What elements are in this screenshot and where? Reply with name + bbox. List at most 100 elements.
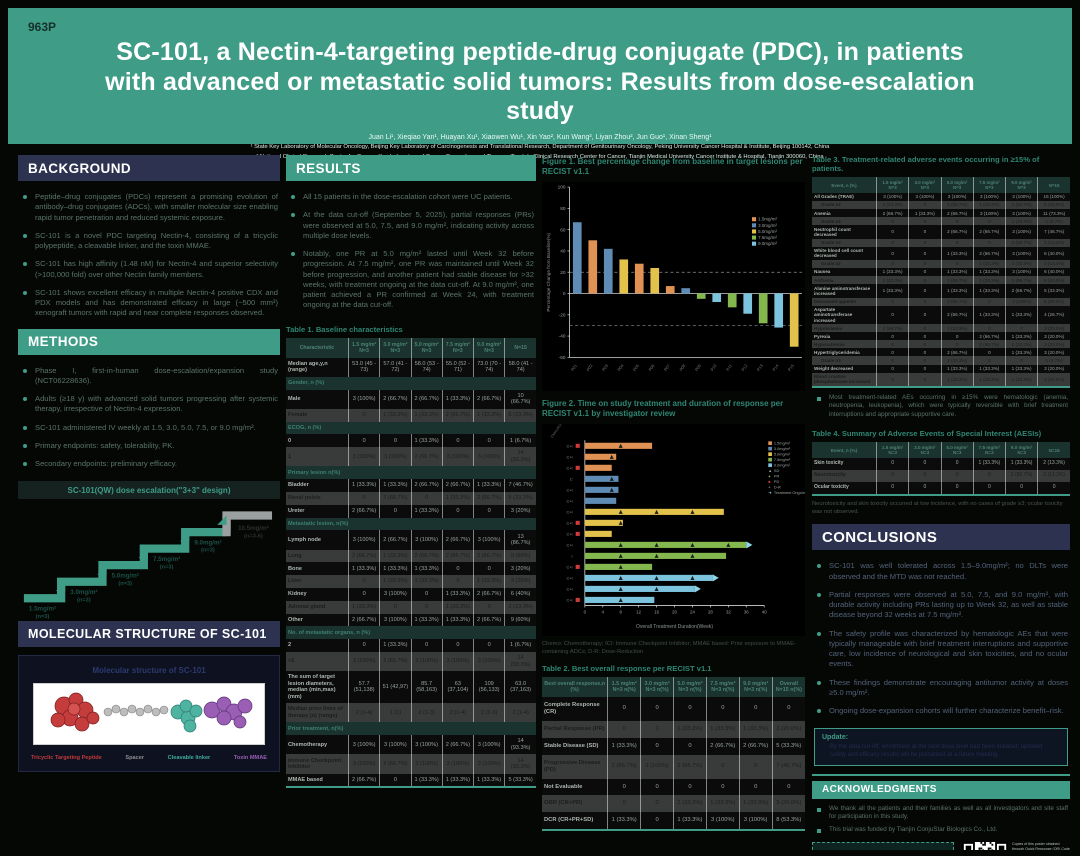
svg-text:P13: P13 bbox=[756, 362, 765, 371]
svg-text:P12: P12 bbox=[740, 362, 749, 371]
svg-text:●: ● bbox=[768, 473, 770, 478]
data-table: Event, n (%) 1.5 mg/m² N=3 3.0 mg/m² N=3 5.… bbox=[812, 442, 1070, 496]
table-row: Lymph node 3 (100%) 2 (66.7%) 3 (100%) 2 (66… bbox=[286, 530, 536, 550]
bullet-item: SC-101 administered IV weekly at 1.5, 3.… bbox=[22, 423, 278, 433]
table-row: Male 3 (100%) 2 (66.7%) 2 (66.7%) 1 (33.3%) 2… bbox=[286, 389, 536, 409]
svg-text:P04: P04 bbox=[616, 362, 625, 371]
dose-escalation-title: SC-101(QW) dose escalation("3+3" design) bbox=[18, 481, 280, 500]
figure1-title: Figure 1. Best percentage change from ba… bbox=[542, 157, 803, 177]
svg-text:7.5mg/m²: 7.5mg/m² bbox=[774, 456, 791, 461]
table-row: Gender, n (%) bbox=[286, 376, 536, 390]
svg-text:C+I: C+I bbox=[566, 509, 572, 514]
table-row: ECOG, n (%) bbox=[286, 421, 536, 435]
table-row: Grade ≥3 0 0 1 (33.3%) 0 0 1 (6.7%) bbox=[812, 356, 1070, 365]
svg-text:3.0mg/m²: 3.0mg/m² bbox=[70, 589, 97, 596]
table-row: Immune Checkpoint inhibitor 3 (100%) 2 (66… bbox=[286, 754, 536, 774]
table4: Event, n (%) 1.5 mg/m² N=3 3.0 mg/m² N=3 5.… bbox=[812, 442, 1070, 496]
table-row: Blood creatine phosphokinase increased 0 0… bbox=[812, 372, 1070, 387]
bullet-item: Phase I, first-in-human dose-escalation/… bbox=[22, 366, 278, 387]
svg-text:60: 60 bbox=[560, 227, 566, 232]
methods-bullets: Phase I, first-in-human dose-escalation/… bbox=[22, 366, 278, 478]
svg-text:■: ■ bbox=[768, 478, 771, 483]
svg-text:36: 36 bbox=[744, 609, 749, 614]
table-row: Skin toxicity 0 0 0 1 (33.3%) 1 (33.3%) 2 (13.… bbox=[812, 458, 1070, 471]
table-row: Primary lesion n(%) bbox=[286, 466, 536, 480]
molecule-label: Tricyclic Targeting Peptide bbox=[31, 755, 102, 762]
table-row: Grade ≥3 0 0 0 0 2 (66.7%) 2 (13.3%) bbox=[812, 238, 1070, 247]
svg-text:7.5mg/m²: 7.5mg/m² bbox=[758, 235, 777, 240]
bullet-item: SC-101 has high affinity (1.48 nM) for N… bbox=[22, 259, 278, 280]
svg-text:20: 20 bbox=[560, 270, 566, 275]
update-box: Update: By the data cut-off, enrollment … bbox=[814, 728, 1068, 766]
svg-text:40: 40 bbox=[560, 248, 566, 253]
table-row: White blood cell count decreased 0 0 1 (33.… bbox=[812, 246, 1070, 260]
table-row: Liver 0 1 (33.3%) 1 (33.3%) 0 1 (33.3%) 3 (20%… bbox=[286, 575, 536, 588]
svg-text:1.5mg/m²: 1.5mg/m² bbox=[774, 440, 791, 445]
figure2-footnote: Chemo: Chemotherapy; ICI: Immune Checkpo… bbox=[542, 640, 796, 655]
svg-text:(n=3): (n=3) bbox=[77, 598, 91, 604]
svg-text:(n=3): (n=3) bbox=[118, 581, 132, 587]
poster-header: 963P SC-101, a Nectin-4-targeting peptid… bbox=[8, 8, 1072, 160]
svg-text:P02: P02 bbox=[585, 362, 594, 371]
table-row: Ocular toxicity 0 0 0 0 0 0 bbox=[812, 481, 1070, 495]
svg-text:C+I: C+I bbox=[566, 575, 572, 580]
table-row: Bladder 1 (33.3%) 1 (33.3%) 2 (66.7%) 2 (66.… bbox=[286, 479, 536, 492]
svg-text:20: 20 bbox=[672, 609, 677, 614]
table-row: Asthenia 1 (33.3%) 0 2 (66.7%) 1 (33.3%) 2 (6… bbox=[812, 276, 1070, 285]
bullet-item: Most treatment-related AEs occurring in … bbox=[816, 394, 1068, 420]
table4-title: Table 4. Summary of Adverse Events of Sp… bbox=[812, 429, 1042, 439]
svg-text:28: 28 bbox=[708, 609, 713, 614]
svg-text:▲: ▲ bbox=[768, 467, 772, 472]
svg-text:24: 24 bbox=[690, 609, 695, 614]
figure1-chart: 100 80 60 40 20 0 -20 -40 -60 Percentage Change f… bbox=[542, 181, 805, 391]
svg-text:C+I: C+I bbox=[566, 520, 572, 525]
svg-text:1.5mg/m²: 1.5mg/m² bbox=[29, 606, 56, 613]
bullet-item: Partial responses were observed at 5.0, … bbox=[816, 590, 1068, 621]
bullet-item: We thank all the patients and their fami… bbox=[816, 805, 1068, 822]
bullet-item: Peptide–drug conjugates (PDCs) represent… bbox=[22, 192, 278, 223]
svg-text:C+I: C+I bbox=[566, 597, 572, 602]
svg-text:4: 4 bbox=[602, 609, 605, 614]
poster-id: 963P bbox=[28, 20, 57, 34]
svg-text:C+I: C+I bbox=[566, 454, 572, 459]
svg-text:C+I: C+I bbox=[566, 443, 572, 448]
svg-text:(n=3): (n=3) bbox=[36, 614, 50, 620]
svg-text:5.0mg/m²: 5.0mg/m² bbox=[112, 573, 139, 580]
svg-text:➜: ➜ bbox=[768, 489, 772, 494]
conclusions-bullets: SC-101 was well tolerated across 1.5–9.0… bbox=[816, 561, 1068, 724]
methods-heading: METHODS bbox=[18, 328, 280, 355]
table-row: Neutrophil count decreased 0 0 2 (66.7%) 2 (… bbox=[812, 225, 1070, 239]
table-row: >2 3 (100%) 2 (66.7%) 3 (100%) 3 (100%) 3 (10… bbox=[286, 651, 536, 672]
svg-text:SD: SD bbox=[774, 467, 780, 472]
table-row: Partial Response (PR) 0 0 1 (33.3%) 1 (33.3%… bbox=[542, 720, 805, 738]
svg-text:+: + bbox=[768, 484, 771, 489]
svg-text:C: C bbox=[570, 476, 573, 481]
table-row: Lung 2 (66.7%) 1 (33.3%) 2 (66.7%) 2 (66.7%)… bbox=[286, 549, 536, 563]
svg-text:P11: P11 bbox=[725, 362, 733, 371]
table-row: No. of metastatic organs, n (%) bbox=[286, 626, 536, 640]
svg-text:Overall Treatment Duration(Wee: Overall Treatment Duration(Week) bbox=[636, 623, 714, 629]
table-row: Ureter 2 (66.7%) 0 1 (33.3%) 0 0 3 (20%) bbox=[286, 504, 536, 518]
bullet-item: Adults (≥18 y) with advanced solid tumor… bbox=[22, 394, 278, 415]
affiliation-1: ¹ State Key Laboratory of Molecular Onco… bbox=[250, 143, 830, 150]
svg-text:3.0mg/m²: 3.0mg/m² bbox=[758, 223, 777, 228]
figure2-chart: Chemo/ICI · MMAE based 0 4 8 12 16 20 24 28 32 36 4… bbox=[542, 423, 805, 636]
svg-text:Percentage Change from Baselin: Percentage Change from Baseline(%) bbox=[546, 232, 551, 311]
table-row: Chemotherapy 3 (100%) 3 (100%) 3 (100%) 2 (6… bbox=[286, 735, 536, 755]
table-row: Median prior lines of therapy (n) (range… bbox=[286, 703, 536, 723]
svg-text:5.0mg/m²: 5.0mg/m² bbox=[774, 451, 791, 456]
svg-text:0: 0 bbox=[584, 609, 587, 614]
bullet-item: At the data cut-off (September 5, 2025),… bbox=[290, 210, 534, 241]
svg-text:P06: P06 bbox=[647, 362, 656, 371]
table-row: MMAE based 2 (66.7%) 0 1 (33.3%) 1 (33.3%) 1 … bbox=[286, 773, 536, 788]
svg-text:5.0mg/m²: 5.0mg/m² bbox=[758, 229, 777, 234]
table-header-row: Best overall response,n (%) 1.5 mg/m² N=3… bbox=[542, 676, 805, 697]
svg-text:(n=3): (n=3) bbox=[160, 565, 174, 571]
svg-text:-60: -60 bbox=[559, 355, 566, 360]
table-header-row: Event, n (%) 1.5 mg/m² N=3 3.0 mg/m² N=3 5.… bbox=[812, 177, 1070, 193]
table-row: Adrenal gland 1 (33.3%) 0 0 1 (33.3%) 0 2 (13.… bbox=[286, 600, 536, 614]
svg-text:40: 40 bbox=[762, 609, 767, 614]
